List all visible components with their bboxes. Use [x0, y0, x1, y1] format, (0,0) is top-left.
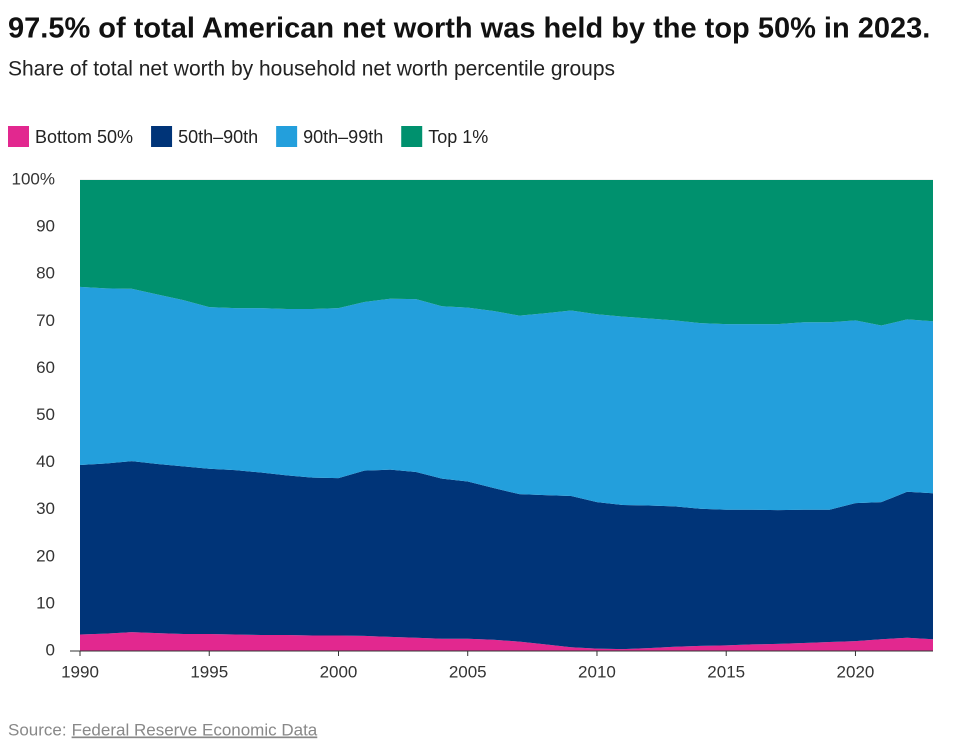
chart-subtitle: Share of total net worth by household ne…	[8, 58, 615, 81]
source-label: Source:	[8, 720, 67, 739]
legend: Bottom 50% 50th–90th 90th–99th Top 1%	[8, 126, 488, 147]
source-link[interactable]: Federal Reserve Economic Data	[72, 720, 318, 739]
x-tick-label: 2010	[578, 662, 616, 681]
y-tick-label: 30	[36, 499, 55, 518]
y-tick-label: 40	[36, 452, 55, 471]
area	[80, 286, 933, 511]
legend-label: 50th–90th	[178, 127, 258, 147]
legend-label: Top 1%	[428, 127, 488, 147]
x-tick-label: 2020	[837, 662, 875, 681]
area	[80, 180, 933, 326]
y-tick-label: 50	[36, 405, 55, 424]
x-tick-label: 1990	[61, 662, 99, 681]
y-tick-label: 10	[36, 593, 55, 612]
plot-area: 0 10 20 30 40 50 60 70 80 90 100% 1990 1995 2000 2005 2…	[12, 169, 933, 681]
x-tick-label: 2015	[707, 662, 745, 681]
x-tick-label: 2000	[320, 662, 358, 681]
legend-label: Bottom 50%	[35, 127, 133, 147]
chart-title: 97.5% of total American net worth was he…	[8, 13, 930, 45]
y-tick-label: 0	[46, 640, 55, 659]
legend-label: 90th–99th	[303, 127, 383, 147]
y-tick-label: 60	[36, 358, 55, 377]
x-tick-label: 2005	[449, 662, 487, 681]
legend-swatch	[151, 126, 173, 147]
y-tick-label: 20	[36, 546, 55, 565]
y-tick-label: 80	[36, 264, 55, 283]
legend-swatch	[401, 126, 423, 147]
area	[80, 461, 933, 650]
y-tick-label: 100%	[12, 169, 55, 188]
y-tick-label: 70	[36, 311, 55, 330]
y-tick-label: 90	[36, 217, 55, 236]
legend-swatch	[276, 126, 298, 147]
legend-swatch	[8, 126, 29, 147]
x-tick-label: 1995	[190, 662, 228, 681]
area	[80, 632, 933, 651]
